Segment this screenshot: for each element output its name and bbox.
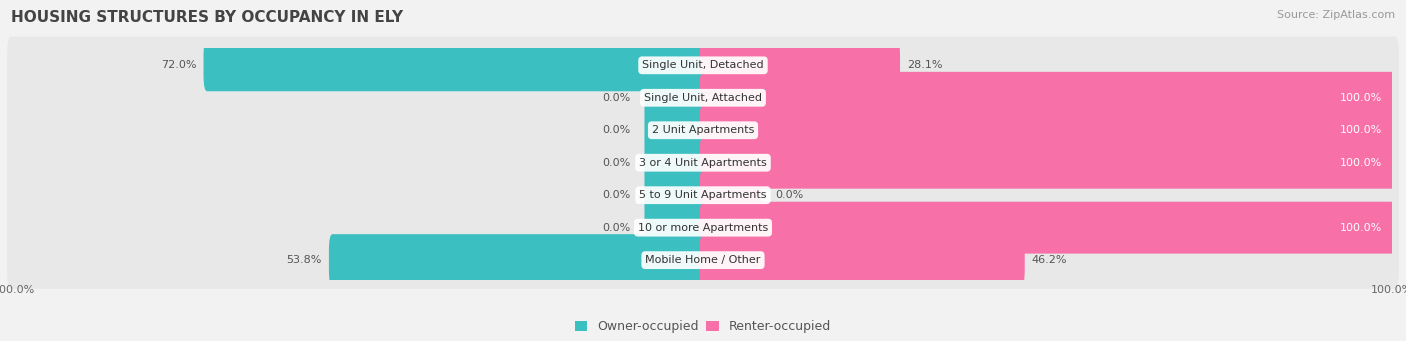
Text: Source: ZipAtlas.com: Source: ZipAtlas.com (1277, 10, 1395, 20)
Text: 100.0%: 100.0% (1340, 93, 1382, 103)
Text: 72.0%: 72.0% (162, 60, 197, 70)
FancyBboxPatch shape (7, 134, 1399, 191)
Text: 5 to 9 Unit Apartments: 5 to 9 Unit Apartments (640, 190, 766, 200)
FancyBboxPatch shape (7, 232, 1399, 289)
Text: 0.0%: 0.0% (602, 158, 631, 168)
FancyBboxPatch shape (644, 137, 706, 189)
Text: 46.2%: 46.2% (1032, 255, 1067, 265)
FancyBboxPatch shape (700, 169, 762, 221)
Text: 0.0%: 0.0% (602, 190, 631, 200)
Text: 3 or 4 Unit Apartments: 3 or 4 Unit Apartments (640, 158, 766, 168)
FancyBboxPatch shape (700, 234, 1025, 286)
FancyBboxPatch shape (644, 104, 706, 156)
Text: 0.0%: 0.0% (602, 93, 631, 103)
Text: 53.8%: 53.8% (287, 255, 322, 265)
FancyBboxPatch shape (7, 166, 1399, 224)
FancyBboxPatch shape (644, 72, 706, 124)
Text: Single Unit, Detached: Single Unit, Detached (643, 60, 763, 70)
Text: Mobile Home / Other: Mobile Home / Other (645, 255, 761, 265)
Text: 0.0%: 0.0% (602, 223, 631, 233)
FancyBboxPatch shape (644, 202, 706, 254)
FancyBboxPatch shape (204, 39, 706, 91)
FancyBboxPatch shape (700, 39, 900, 91)
Text: 100.0%: 100.0% (1340, 158, 1382, 168)
Text: HOUSING STRUCTURES BY OCCUPANCY IN ELY: HOUSING STRUCTURES BY OCCUPANCY IN ELY (11, 10, 404, 25)
FancyBboxPatch shape (7, 199, 1399, 256)
FancyBboxPatch shape (7, 37, 1399, 94)
Legend: Owner-occupied, Renter-occupied: Owner-occupied, Renter-occupied (569, 315, 837, 338)
Text: Single Unit, Attached: Single Unit, Attached (644, 93, 762, 103)
FancyBboxPatch shape (7, 69, 1399, 127)
FancyBboxPatch shape (700, 104, 1395, 156)
Text: 0.0%: 0.0% (602, 125, 631, 135)
Text: 10 or more Apartments: 10 or more Apartments (638, 223, 768, 233)
FancyBboxPatch shape (329, 234, 706, 286)
FancyBboxPatch shape (700, 137, 1395, 189)
FancyBboxPatch shape (700, 72, 1395, 124)
Text: 28.1%: 28.1% (907, 60, 942, 70)
Text: 100.0%: 100.0% (1340, 223, 1382, 233)
Text: 2 Unit Apartments: 2 Unit Apartments (652, 125, 754, 135)
Text: 0.0%: 0.0% (775, 190, 804, 200)
FancyBboxPatch shape (700, 202, 1395, 254)
FancyBboxPatch shape (7, 102, 1399, 159)
Text: 100.0%: 100.0% (1340, 125, 1382, 135)
FancyBboxPatch shape (644, 169, 706, 221)
